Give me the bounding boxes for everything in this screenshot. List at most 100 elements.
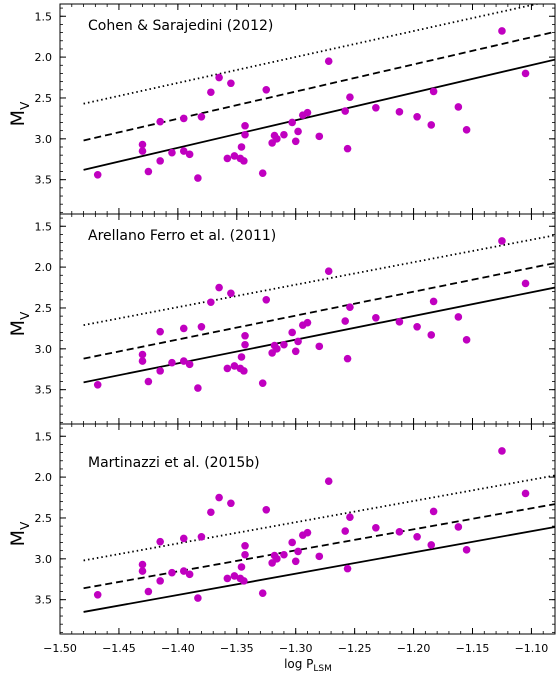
data-point bbox=[288, 118, 296, 127]
data-point bbox=[462, 546, 471, 554]
data-point bbox=[280, 550, 288, 559]
panel-1-points bbox=[93, 27, 530, 182]
y-tick-label: 3.0 bbox=[35, 133, 53, 146]
y-tick-label: 3.5 bbox=[35, 174, 53, 187]
data-point bbox=[156, 157, 164, 165]
data-point bbox=[273, 135, 281, 143]
data-point bbox=[454, 523, 463, 531]
data-point bbox=[498, 237, 506, 245]
x-tick-labels: −1.50 −1.45 −1.40 −1.35 −1.30 −1.25 −1.20 −1.15… bbox=[43, 642, 548, 655]
x-tick-label: −1.35 bbox=[220, 642, 254, 655]
relation-line-solid bbox=[83, 526, 555, 613]
data-point bbox=[280, 130, 288, 139]
data-point bbox=[262, 505, 271, 514]
data-point bbox=[273, 555, 281, 563]
panel-3-ylabel-sub: V bbox=[18, 521, 32, 530]
data-point bbox=[237, 563, 246, 571]
y-tick-label: 3.5 bbox=[35, 384, 53, 397]
data-point bbox=[521, 279, 530, 288]
data-point bbox=[258, 169, 267, 177]
panel-1-title: Cohen & Sarajedini (2012) bbox=[88, 18, 273, 34]
panel-2-ylabel-main: M bbox=[7, 320, 29, 336]
panel-2-points bbox=[93, 237, 530, 392]
data-point bbox=[197, 532, 206, 541]
y-tick-label: 1.5 bbox=[35, 430, 53, 443]
data-point bbox=[237, 143, 246, 151]
panel-1-ticks: 1.5 2.0 2.5 3.0 3.5 bbox=[35, 4, 556, 214]
relation-line-dashed bbox=[83, 262, 555, 360]
data-point bbox=[237, 353, 246, 361]
data-point bbox=[241, 541, 249, 550]
y-tick-label: 3.0 bbox=[35, 343, 53, 356]
data-point bbox=[454, 103, 463, 111]
panel-2: 1.5 2.0 2.5 3.0 3.5 Arellano Ferro et al. (2… bbox=[7, 213, 556, 425]
data-point bbox=[341, 107, 350, 115]
relation-line-dotted bbox=[83, 474, 555, 562]
data-point bbox=[343, 144, 352, 153]
x-tick-label: −1.20 bbox=[397, 642, 431, 655]
data-point bbox=[138, 147, 147, 155]
data-point bbox=[291, 557, 300, 566]
data-point bbox=[294, 547, 302, 556]
data-point bbox=[227, 79, 235, 88]
x-tick-label: −1.30 bbox=[279, 642, 313, 655]
data-point bbox=[395, 318, 404, 326]
data-point bbox=[138, 140, 147, 149]
x-axis-label-main: log P bbox=[284, 657, 313, 671]
data-point bbox=[521, 69, 530, 78]
data-point bbox=[521, 489, 530, 498]
data-point bbox=[179, 357, 188, 365]
data-point bbox=[346, 513, 354, 521]
data-point bbox=[324, 57, 333, 65]
data-point bbox=[454, 313, 463, 321]
x-tick-label: −1.10 bbox=[515, 642, 549, 655]
data-point bbox=[215, 283, 223, 292]
data-point bbox=[462, 336, 471, 344]
relation-line-dashed bbox=[83, 503, 555, 590]
data-point bbox=[168, 358, 176, 367]
data-point bbox=[223, 154, 232, 163]
data-point bbox=[303, 108, 312, 117]
data-point bbox=[262, 295, 271, 304]
panel-2-ylabel-sub: V bbox=[18, 311, 32, 320]
data-point bbox=[315, 342, 324, 351]
data-point bbox=[315, 552, 324, 561]
data-point bbox=[324, 267, 333, 275]
data-point bbox=[207, 298, 215, 307]
y-tick-label: 1.5 bbox=[35, 220, 53, 233]
panel-3: 1.5 2.0 2.5 3.0 3.5 Martinazzi et al. (2015b… bbox=[7, 423, 556, 635]
data-point bbox=[498, 447, 506, 455]
data-point bbox=[291, 137, 300, 146]
data-point bbox=[156, 327, 164, 336]
y-tick-label: 2.5 bbox=[35, 92, 53, 105]
x-tick-label: −1.15 bbox=[456, 642, 490, 655]
data-point bbox=[341, 527, 350, 535]
data-point bbox=[372, 313, 380, 322]
panel-1-ylabel: MV bbox=[7, 101, 32, 126]
panel-3-points bbox=[93, 447, 530, 602]
relation-line-dotted bbox=[83, 4, 541, 105]
data-point bbox=[185, 360, 194, 369]
data-point bbox=[179, 114, 188, 123]
data-point bbox=[144, 587, 153, 596]
relation-line-dotted bbox=[83, 234, 555, 327]
panel-2-title: Arellano Ferro et al. (2011) bbox=[88, 228, 276, 244]
data-point bbox=[315, 132, 324, 141]
data-point bbox=[241, 340, 249, 349]
data-point bbox=[230, 152, 239, 160]
data-point bbox=[168, 568, 176, 577]
data-point bbox=[223, 574, 232, 583]
panel-3-title: Martinazzi et al. (2015b) bbox=[88, 455, 260, 471]
data-point bbox=[241, 331, 249, 340]
y-tick-label: 3.0 bbox=[35, 553, 53, 566]
data-point bbox=[303, 318, 312, 327]
data-point bbox=[241, 121, 249, 130]
data-point bbox=[179, 534, 188, 543]
data-point bbox=[498, 27, 506, 35]
data-point bbox=[156, 117, 164, 126]
data-point bbox=[341, 317, 350, 325]
data-point bbox=[144, 167, 153, 176]
panel-3-ticks: 1.5 2.0 2.5 3.0 3.5 bbox=[35, 424, 556, 634]
data-point bbox=[429, 297, 438, 306]
data-point bbox=[138, 560, 147, 569]
